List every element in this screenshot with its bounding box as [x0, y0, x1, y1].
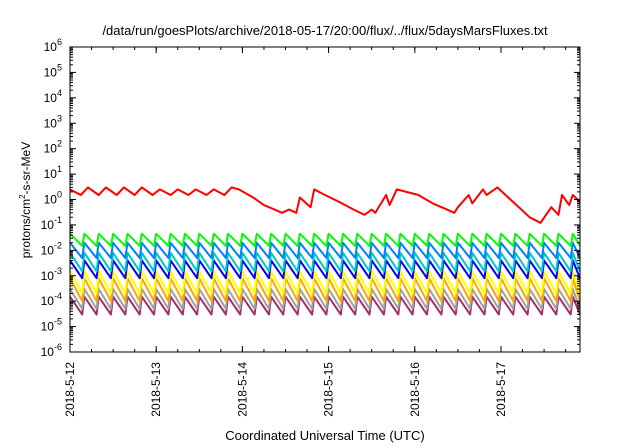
- x-tick-label: 2018-5-16: [408, 362, 422, 417]
- y-tick-label: 10-6: [41, 342, 62, 359]
- y-tick-label: 101: [44, 164, 62, 181]
- y-axis-label: protons/cm2-s-sr-MeV: [18, 142, 33, 258]
- y-tick-label: 102: [44, 139, 62, 156]
- series-line: [69, 270, 581, 295]
- y-tick-label: 100: [44, 190, 62, 207]
- y-tick-label: 105: [44, 62, 62, 79]
- x-tick-label: 2018-5-17: [494, 362, 508, 417]
- y-tick-label: 106: [44, 37, 62, 54]
- y-tick-label: 10-2: [41, 240, 62, 257]
- x-tick-label: 2018-5-15: [322, 362, 336, 417]
- y-tick-label: 103: [44, 113, 62, 130]
- chart-title: /data/run/goesPlots/archive/2018-05-17/2…: [102, 23, 548, 38]
- y-tick-label: 10-1: [41, 215, 62, 232]
- y-tick-label: 10-4: [41, 291, 62, 308]
- series-line: [69, 186, 581, 224]
- y-tick-label: 10-5: [41, 317, 62, 334]
- series-line: [69, 241, 581, 259]
- y-tick-label: 10-3: [41, 266, 62, 283]
- series-line: [69, 232, 581, 247]
- x-tick-label: 2018-5-14: [235, 362, 249, 417]
- y-tick-label: 104: [44, 88, 62, 105]
- series-layer: [69, 186, 581, 316]
- x-tick-label: 2018-5-13: [149, 362, 163, 417]
- series-line: [69, 251, 581, 273]
- y-axis: 10-6 10-5 10-4 10-3 10-2 10-1 100 101 102 103 104 1…: [41, 37, 580, 359]
- x-axis: 2018-5-12 2018-5-13 2018-5-14 2018-5-15 2018…: [63, 47, 567, 417]
- x-axis-label: Coordinated Universal Time (UTC): [225, 428, 424, 443]
- x-tick-label: 2018-5-12: [63, 362, 77, 417]
